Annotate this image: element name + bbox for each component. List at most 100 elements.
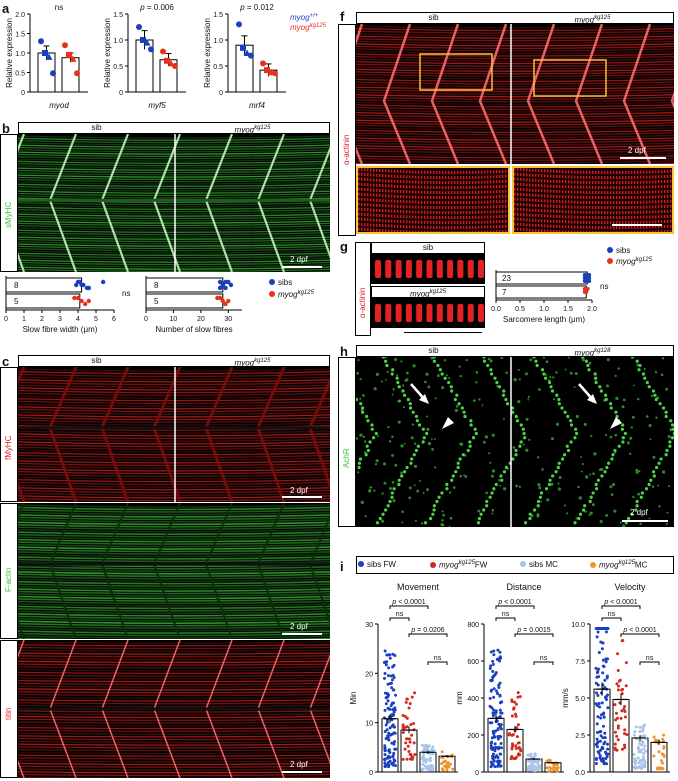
panel-i-point — [491, 756, 495, 760]
panel-i-point — [495, 689, 499, 693]
panel-i-point — [392, 740, 396, 744]
panel-i-point — [385, 660, 389, 664]
panel-i-point — [613, 742, 617, 746]
panel-b-width-point-mut — [83, 301, 88, 307]
panel-i-legend-item: sibs MC — [520, 560, 558, 569]
panel-a-ytick-label: 1.5 — [15, 32, 25, 39]
panel-a-point — [50, 70, 56, 77]
panel-i-point — [429, 763, 433, 767]
panel-i-point — [383, 744, 387, 748]
panel-i-point — [497, 686, 501, 690]
panel-i-legend-item: sibs FW — [358, 560, 396, 569]
legend-dot-icon — [358, 561, 364, 567]
panel-i-point — [499, 656, 503, 660]
panel-i-point — [404, 741, 408, 745]
sarcomere-band — [478, 260, 484, 278]
panel-i-point — [408, 702, 412, 706]
panel-i-point — [514, 714, 518, 718]
panel-i-point — [408, 740, 412, 744]
panel-i-bracket-ns1-label: ns — [502, 611, 510, 618]
panel-i-point — [386, 692, 390, 696]
panel-b-width-point-sib — [79, 282, 84, 288]
panel-i-point — [625, 733, 629, 737]
panel-i-point — [431, 766, 435, 770]
panel-i-point — [401, 723, 405, 727]
panel-i-point — [657, 750, 661, 754]
panel-a-ytick-label: 1.5 — [213, 12, 223, 19]
panel-i-point — [496, 762, 500, 766]
panel-a-point — [42, 50, 48, 56]
panel-i-point — [594, 761, 598, 765]
panel-i-point — [633, 730, 637, 734]
panel-i-point — [496, 764, 500, 768]
panel-i-point — [420, 743, 424, 747]
panel-i-point — [603, 685, 607, 689]
panel-i-point — [408, 753, 412, 757]
panel-f-zoom-sib — [356, 166, 510, 234]
sarcomere-band — [385, 304, 392, 322]
panel-i-point — [390, 724, 394, 728]
panel-i-point — [393, 731, 397, 735]
panel-i-point — [596, 750, 600, 754]
panel-i-point — [532, 760, 536, 764]
sarcomere-band — [385, 260, 392, 278]
panel-i-point — [641, 734, 645, 738]
panel-i-point — [518, 695, 522, 699]
panel-i-point — [595, 635, 599, 639]
panel-i-point — [615, 748, 619, 752]
panel-i-point — [496, 692, 500, 696]
panel-c-micrograph — [18, 367, 330, 502]
panel-i-point — [619, 716, 623, 720]
panel-a-ytick-label: 0.5 — [15, 71, 25, 78]
panel-i-bracket-mid-label: p < 0.0001 — [622, 627, 656, 634]
arrowhead-icon — [610, 417, 622, 429]
panel-i-ytick-label: 20 — [365, 671, 373, 678]
panel-b-width-xtick-label: 1 — [22, 316, 26, 323]
panel-i-point — [606, 752, 610, 756]
panel-i-point — [432, 748, 436, 752]
panel-i-point — [492, 708, 496, 712]
panel-e-stain-sidebar — [0, 640, 18, 778]
panel-i-point — [652, 754, 656, 758]
panel-i-ytick-label: 0.0 — [575, 770, 585, 777]
panel-i-point — [393, 708, 397, 712]
panel-i-point — [605, 762, 609, 766]
panel-a-ylabel: Relative expression — [5, 18, 14, 88]
panel-i-bracket-top-label: p < 0.0001 — [497, 599, 531, 606]
panel-f-stain-label: α-actinin — [342, 134, 351, 165]
panel-i-point — [517, 741, 521, 745]
panel-i-point — [644, 749, 648, 753]
panel-i-point — [393, 725, 397, 729]
panel-f-header-sib: sib — [428, 13, 439, 22]
panel-i-ytick-label: 800 — [467, 622, 479, 629]
panel-i-point — [641, 741, 645, 745]
panel-i-point — [384, 702, 388, 706]
panel-i-point — [527, 764, 531, 768]
panel-i-point — [597, 702, 601, 706]
panel-i-point — [515, 726, 519, 730]
panel-e-scale-text: 2 dpf — [290, 760, 308, 769]
panel-b-number-point-sib — [223, 285, 228, 291]
panel-i-point — [595, 745, 599, 749]
panel-i-point — [603, 731, 607, 735]
panel-i-point — [488, 696, 492, 700]
panel-i-point — [613, 703, 617, 707]
panel-i-point — [599, 748, 603, 752]
panel-f-zoom-mut — [512, 166, 674, 234]
panel-h-header-sib: sib — [428, 346, 439, 355]
panel-i-point — [421, 754, 425, 758]
panel-i-point — [536, 766, 540, 770]
panel-i-legend: sibs FW myogkg125FW sibs MC myogkg125MC — [358, 560, 674, 572]
panel-i-point — [605, 674, 609, 678]
panel-i-point — [552, 765, 556, 769]
panel-i-ytick-label: 7.5 — [575, 659, 585, 666]
panel-i-point — [422, 759, 426, 763]
panel-i-point — [410, 695, 414, 699]
panel-i-point — [622, 707, 626, 711]
panel-b-legend-sib: sibs — [278, 278, 292, 287]
panel-i-point — [617, 679, 621, 683]
panel-i-point — [603, 736, 607, 740]
panel-a-stat: p = 0.012 — [239, 3, 274, 12]
panel-i-point — [491, 711, 495, 715]
panel-b-stain-sidebar — [0, 134, 18, 272]
